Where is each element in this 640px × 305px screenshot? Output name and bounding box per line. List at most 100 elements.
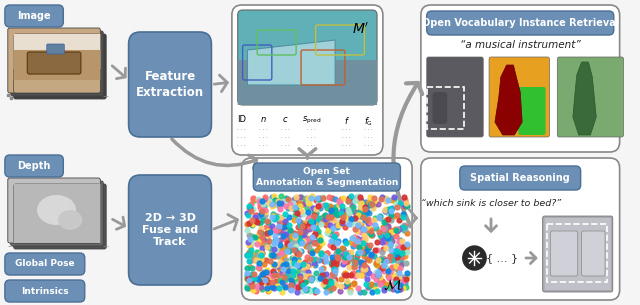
Point [320, 278, 330, 283]
Point [309, 240, 319, 245]
Point [331, 261, 341, 266]
Point [248, 206, 259, 211]
Point [348, 282, 358, 286]
Point [356, 205, 367, 210]
Point [352, 258, 362, 263]
Point [321, 223, 331, 228]
Point [349, 241, 360, 246]
Text: . . .: . . . [281, 127, 290, 131]
Point [260, 209, 270, 214]
Point [347, 272, 357, 277]
Point [304, 218, 314, 223]
Point [330, 262, 340, 267]
Point [257, 255, 267, 260]
Point [243, 276, 253, 281]
Point [298, 221, 308, 226]
Point [278, 257, 289, 262]
Point [326, 280, 336, 285]
Point [333, 198, 344, 203]
Point [399, 225, 409, 230]
Point [278, 225, 289, 230]
Point [334, 201, 344, 206]
Point [385, 228, 396, 233]
Point [391, 277, 401, 282]
Point [327, 282, 337, 287]
Point [316, 219, 326, 224]
Point [376, 196, 387, 201]
Point [359, 215, 369, 220]
Point [362, 217, 372, 221]
Point [386, 217, 396, 222]
Point [331, 282, 341, 287]
Point [393, 246, 403, 251]
Text: . . .: . . . [364, 135, 372, 139]
Point [244, 265, 255, 270]
Point [378, 247, 388, 252]
Point [332, 254, 342, 259]
Point [394, 285, 404, 289]
Point [281, 262, 291, 267]
Point [332, 240, 342, 245]
Point [250, 235, 260, 240]
FancyBboxPatch shape [13, 184, 100, 243]
Point [277, 289, 287, 294]
Point [378, 285, 388, 290]
Point [292, 289, 302, 294]
Point [364, 271, 374, 275]
Point [300, 229, 310, 234]
Point [291, 244, 301, 249]
Point [330, 269, 340, 274]
Point [399, 223, 409, 228]
Point [303, 244, 314, 249]
FancyBboxPatch shape [421, 158, 620, 300]
Point [270, 228, 280, 233]
FancyBboxPatch shape [242, 158, 412, 300]
Point [344, 221, 354, 226]
Point [371, 262, 381, 267]
Point [385, 242, 395, 247]
Point [321, 278, 331, 283]
Point [401, 242, 412, 247]
Point [290, 233, 300, 238]
Point [401, 277, 411, 282]
Point [362, 217, 372, 222]
Point [333, 239, 343, 244]
Point [386, 209, 396, 214]
Point [279, 275, 289, 280]
Point [278, 259, 288, 264]
Text: . . .: . . . [259, 127, 268, 131]
Point [311, 206, 321, 211]
Point [309, 232, 319, 237]
Point [246, 271, 257, 276]
Point [264, 246, 275, 250]
Point [268, 203, 278, 208]
Point [259, 279, 269, 284]
Point [310, 227, 321, 232]
Point [305, 257, 315, 261]
Point [300, 280, 310, 285]
Point [336, 212, 346, 217]
Point [288, 259, 298, 264]
Point [273, 199, 284, 203]
Point [246, 247, 256, 252]
Point [251, 289, 261, 294]
Point [297, 269, 307, 274]
Point [350, 226, 360, 231]
Point [385, 206, 396, 211]
Point [393, 267, 403, 272]
Point [243, 240, 253, 245]
Point [256, 253, 266, 258]
Text: $f_{\rm G}$: $f_{\rm G}$ [364, 115, 373, 127]
Point [285, 287, 296, 292]
Point [388, 254, 399, 259]
Point [392, 287, 402, 292]
Point [289, 254, 299, 259]
Point [360, 242, 371, 247]
Point [259, 262, 269, 267]
Point [312, 289, 322, 293]
Text: Depth: Depth [17, 161, 51, 171]
Point [315, 205, 325, 210]
Point [356, 230, 366, 235]
Point [372, 257, 383, 262]
Point [385, 253, 395, 258]
